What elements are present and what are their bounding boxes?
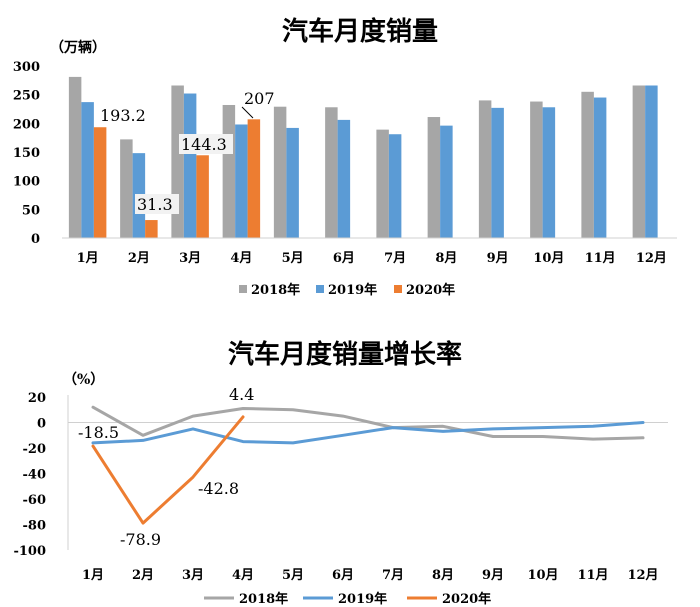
bar-legend-swatch <box>316 285 324 293</box>
line-data-label: -18.5 <box>78 423 119 442</box>
bar-2019-6 <box>337 119 351 238</box>
bar-legend-label: 2018年 <box>251 282 300 298</box>
bar-2018-11 <box>581 91 594 238</box>
bar-2018-9 <box>478 100 492 239</box>
bar-2018-8 <box>427 117 441 238</box>
bar-2018-4 <box>222 104 236 238</box>
bar-2018-1 <box>68 76 82 238</box>
line-x-tick-label: 10月 <box>527 568 558 583</box>
bar-data-label: 193.2 <box>100 106 146 125</box>
line-y-tick-label: -20 <box>23 442 47 457</box>
bar-2018-12 <box>632 85 646 238</box>
line-x-tick-label: 2月 <box>132 568 154 583</box>
bar-chart-title: 汽车月度销量 <box>282 16 438 47</box>
bar-2020-2 <box>145 220 158 238</box>
line-data-label: 4.4 <box>229 385 254 404</box>
bar-legend-label: 2020年 <box>406 282 455 298</box>
line-x-tick-label: 11月 <box>577 568 608 583</box>
bar-2018-6 <box>325 107 338 238</box>
bar-x-tick-label: 3月 <box>179 251 201 266</box>
bar-legend-swatch <box>239 285 247 293</box>
bar-data-label-leader <box>241 106 254 119</box>
sales-bar-chart: 汽车月度销量 （万辆） 0 50 100 150 200 250 300 1月 2月 3月 4月 5… <box>13 16 677 298</box>
bar-x-tick-label: 2月 <box>128 251 150 266</box>
line-x-tick-label: 7月 <box>382 568 404 583</box>
bar-2019-8 <box>440 125 453 238</box>
line-x-tick-label: 3月 <box>182 568 204 583</box>
bar-2018-3 <box>171 85 184 238</box>
bar-2019-1 <box>81 102 94 239</box>
bar-chart-unit: （万辆） <box>50 39 106 56</box>
bar-x-tick-label: 12月 <box>636 251 667 266</box>
line-chart-title: 汽车月度销量增长率 <box>228 339 462 370</box>
line-legend-label: 2019年 <box>338 591 387 607</box>
bar-legend-label: 2019年 <box>328 282 377 298</box>
line-series-2018 <box>91 405 645 441</box>
bar-y-tick-label: 150 <box>13 146 40 161</box>
bar-2020-4 <box>247 119 261 238</box>
bar-y-tick-label: 200 <box>13 117 40 132</box>
line-y-tick-label: -80 <box>23 519 47 534</box>
line-x-tick-label: 12月 <box>627 568 658 583</box>
line-series-2019 <box>91 421 645 445</box>
bar-2018-10 <box>530 101 543 239</box>
bar-2020-3 <box>196 155 209 238</box>
bar-x-tick-label: 5月 <box>282 251 304 266</box>
line-x-tick-label: 5月 <box>282 568 304 583</box>
bar-data-label: 144.3 <box>181 135 227 154</box>
bar-data-label: 31.3 <box>137 195 173 214</box>
bar-legend-swatch <box>394 285 402 293</box>
bar-x-tick-label: 8月 <box>435 251 457 266</box>
bar-x-tick-label: 9月 <box>487 251 509 266</box>
line-series-2020 <box>91 415 245 525</box>
bar-data-label: 207 <box>244 89 275 108</box>
bar-2019-10 <box>542 107 556 238</box>
line-x-tick-label: 6月 <box>332 568 354 583</box>
line-y-tick-label: 20 <box>28 391 46 406</box>
growth-line-chart: 汽车月度销量增长率 （%） 20 0 -20 -40 -60 -80 -100 1月 2月 3月… <box>13 339 668 607</box>
bar-y-tick-label: 0 <box>31 232 40 247</box>
line-data-label: -42.8 <box>198 479 239 498</box>
bar-x-tick-label: 11月 <box>585 251 616 266</box>
line-y-tick-label: 0 <box>37 417 46 432</box>
line-y-tick-label: -40 <box>23 468 47 483</box>
bar-2019-4 <box>235 124 248 238</box>
line-x-tick-label: 9月 <box>482 568 504 583</box>
bar-y-tick-label: 100 <box>13 175 40 190</box>
bar-2019-11 <box>593 97 607 239</box>
bar-2018-2 <box>120 139 133 238</box>
bar-y-tick-label: 50 <box>22 203 40 218</box>
line-data-label: -78.9 <box>120 530 161 549</box>
line-y-tick-label: -100 <box>13 544 46 559</box>
bar-2020-1 <box>93 127 107 238</box>
line-legend-label: 2018年 <box>239 591 288 607</box>
bar-2019-12 <box>645 85 658 238</box>
bar-x-tick-label: 4月 <box>230 251 252 266</box>
bar-2019-3 <box>183 93 197 239</box>
bar-data-label-bg <box>135 194 179 214</box>
bar-y-tick-label: 300 <box>13 60 40 75</box>
bar-data-label-bg <box>179 134 233 154</box>
line-y-tick-label: -60 <box>23 493 47 508</box>
bar-2019-5 <box>286 127 299 238</box>
bar-2019-7 <box>388 134 402 238</box>
bar-x-tick-label: 7月 <box>384 251 406 266</box>
bar-2019-9 <box>491 107 504 238</box>
bar-2018-5 <box>273 106 287 238</box>
line-x-tick-label: 8月 <box>432 568 454 583</box>
bar-2018-7 <box>376 129 389 238</box>
bar-x-tick-label: 10月 <box>533 251 564 266</box>
bar-x-tick-label: 6月 <box>333 251 355 266</box>
line-x-tick-label: 4月 <box>232 568 254 583</box>
line-chart-unit: （%） <box>63 372 104 388</box>
line-legend-label: 2020年 <box>442 591 491 607</box>
bar-x-tick-label: 1月 <box>77 251 99 266</box>
bar-y-tick-label: 250 <box>13 89 40 104</box>
line-x-tick-label: 1月 <box>82 568 104 583</box>
